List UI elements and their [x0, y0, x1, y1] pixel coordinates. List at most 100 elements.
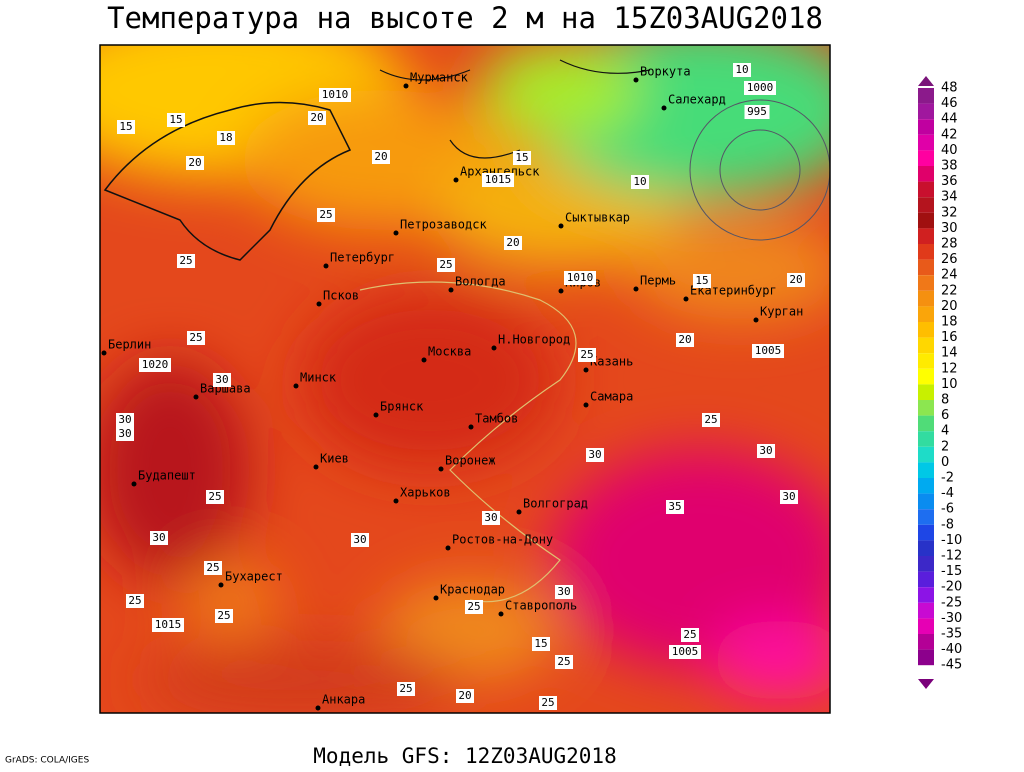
isotherm-label-box: [631, 175, 649, 189]
city-label: Воронеж: [445, 454, 496, 468]
colorbar-swatch: [918, 618, 934, 634]
isotherm-label: 25: [128, 594, 141, 607]
colorbar-swatch: [918, 322, 934, 338]
city-dot: [421, 357, 427, 363]
city-label: Москва: [428, 345, 471, 359]
pressure-label: 1015: [155, 618, 182, 631]
city-dot: [661, 105, 667, 111]
city-dot: [753, 317, 759, 323]
colorbar-label: -2: [941, 471, 954, 486]
isotherm-label-box: [532, 637, 550, 651]
isotherm-label-box: [666, 500, 684, 514]
isotherm-label: 25: [319, 208, 332, 221]
isotherm-label-box: [702, 413, 720, 427]
colorbar-swatch: [918, 337, 934, 354]
isotherm-label: 15: [534, 637, 547, 650]
city-label: Минск: [300, 371, 337, 385]
city-dot: [468, 424, 474, 430]
colorbar-label: 30: [941, 221, 958, 236]
isotherm-label: 20: [374, 150, 387, 163]
isotherm-label-box: [308, 111, 326, 125]
city-label: Ростов-на-Дону: [452, 533, 553, 547]
isotherm-label-box: [116, 413, 134, 427]
pressure-label: 1010: [322, 88, 349, 101]
colorbar-swatch: [918, 166, 934, 182]
city-label: Архангельск: [460, 165, 540, 179]
credit: GrADS: COLA/IGES: [5, 756, 89, 766]
colorbar-label: 2: [941, 439, 949, 454]
colorbar-swatch: [918, 244, 934, 260]
isotherm-label-box: [539, 696, 557, 710]
colorbar-label: 44: [941, 112, 958, 127]
city-dot: [373, 412, 379, 418]
colorbar-label: 36: [941, 174, 958, 189]
colorbar-swatch: [918, 259, 934, 276]
isotherm-label: 30: [782, 490, 795, 503]
colorbar-label: 26: [941, 252, 958, 267]
isotherm-label: 30: [118, 413, 131, 426]
isotherm-label: 25: [580, 348, 593, 361]
colorbar-label: -10: [941, 533, 962, 548]
isotherm-label-box: [555, 585, 573, 599]
city-dot: [218, 582, 224, 588]
isotherm-label: 25: [189, 331, 202, 344]
pressure-label-box: [564, 271, 596, 285]
isotherm-label: 25: [467, 600, 480, 613]
city-label: Курган: [760, 305, 803, 319]
colorbar-swatch: [918, 181, 934, 198]
colorbar-label: 20: [941, 299, 958, 314]
colorbar-swatch: [918, 509, 934, 525]
colorbar-label: 46: [941, 96, 958, 111]
isotherm-label-box: [351, 533, 369, 547]
colorbar-label: 10: [941, 377, 958, 392]
city-dot: [193, 394, 199, 400]
colorbar-label: -35: [941, 627, 962, 642]
city-label: Бухарест: [225, 570, 283, 584]
city-label: Екатеринбург: [690, 284, 777, 298]
colorbar-swatch: [918, 197, 934, 213]
isotherm-label: 15: [119, 120, 132, 133]
isotherm-label-box: [204, 561, 222, 575]
pressure-label: 995: [747, 105, 767, 118]
isotherm-label-box: [126, 594, 144, 608]
colorbar-swatch: [918, 88, 934, 104]
pressure-label: 1000: [747, 81, 774, 94]
colorbar-swatch: [918, 134, 934, 151]
isotherm-label: 35: [668, 500, 681, 513]
isotherm-label-box: [206, 490, 224, 504]
city-dot: [633, 77, 639, 83]
colorbar-label: 4: [941, 424, 949, 439]
colorbar-label: 38: [941, 159, 958, 174]
city-dot: [323, 263, 329, 269]
isotherm-label-box: [757, 444, 775, 458]
city-label: Вологда: [455, 275, 506, 289]
pressure-label: 1020: [142, 358, 169, 371]
colorbar-label: 22: [941, 283, 958, 298]
isotherm-label: 25: [179, 254, 192, 267]
isotherm-label: 20: [310, 111, 323, 124]
colorbar-label: 16: [941, 330, 958, 345]
city-label: Тамбов: [475, 412, 518, 426]
colorbar-label: 12: [941, 361, 958, 376]
pressure-label: 1010: [567, 271, 594, 284]
colorbar-label: 48: [941, 81, 958, 96]
map-frame: [99, 44, 831, 714]
city-dot: [101, 350, 107, 356]
colorbar-swatch: [918, 602, 934, 619]
isotherm-label-box: [482, 511, 500, 525]
isotherm-label: 30: [215, 373, 228, 386]
colorbar-swatch: [918, 446, 934, 463]
colorbar-swatch: [918, 431, 934, 447]
isotherm-label: 10: [633, 175, 646, 188]
isotherm-label: 15: [515, 151, 528, 164]
city-dot: [393, 230, 399, 236]
colorbar-swatch: [918, 556, 934, 572]
pressure-label: 1005: [672, 645, 699, 658]
city-label: Воркута: [640, 65, 691, 79]
pressure-label: 1005: [755, 344, 782, 357]
isotherm-label: 20: [678, 333, 691, 346]
city-label: Петрозаводск: [400, 218, 487, 232]
city-dot: [438, 466, 444, 472]
city-dot: [583, 367, 589, 373]
